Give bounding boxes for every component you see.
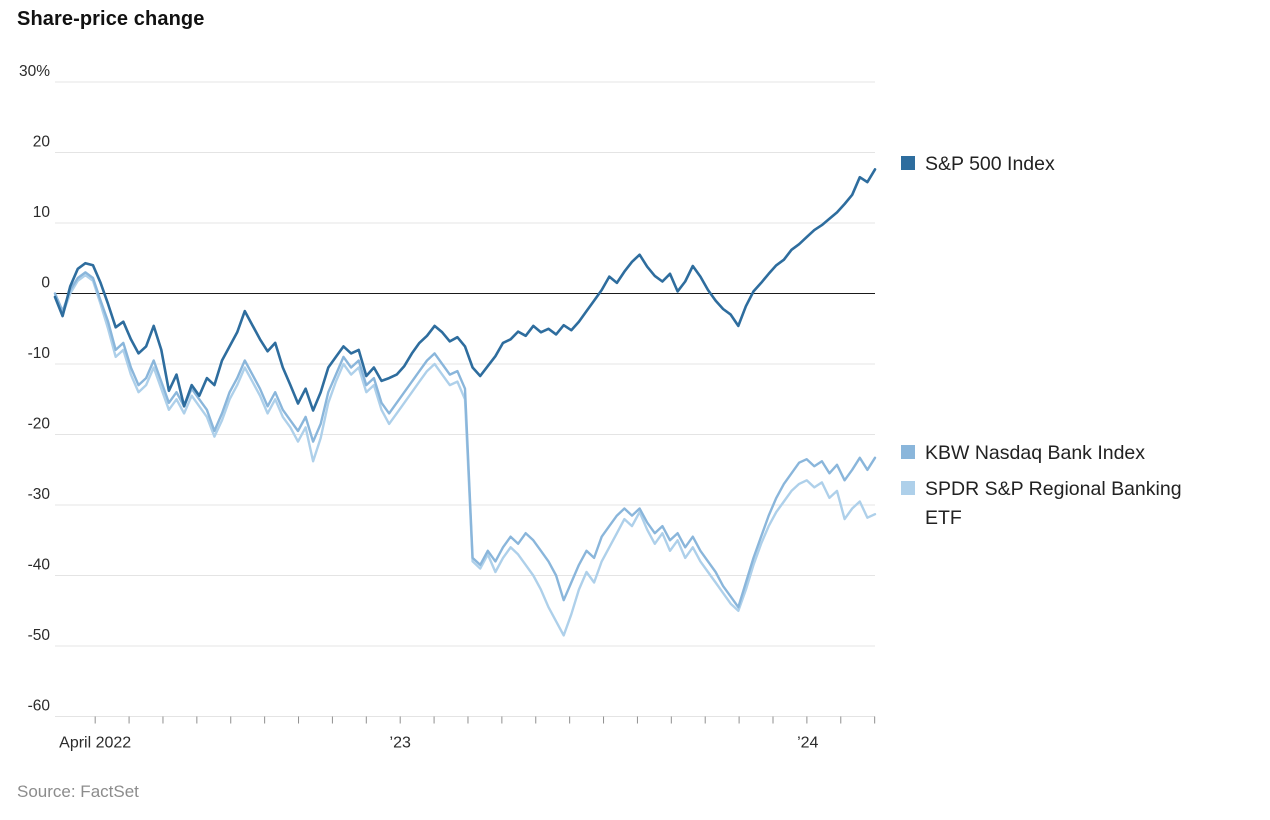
y-axis-label: 20 <box>33 134 51 151</box>
y-axis-label: 30% <box>19 63 50 80</box>
y-axis-label: -60 <box>28 698 51 715</box>
legend-item-kbw: KBW Nasdaq Bank Index <box>901 439 1201 468</box>
y-axis-label: -10 <box>28 345 51 362</box>
legend-swatch-sp500-icon <box>901 156 915 170</box>
source-note: Source: FactSet <box>17 782 139 801</box>
legend-swatch-spdr-icon <box>901 481 915 495</box>
series-line-spdr <box>53 274 877 637</box>
y-axis-label: -30 <box>28 486 51 503</box>
legend-item-spdr: SPDR S&P Regional Banking ETF <box>901 475 1201 534</box>
x-axis-label: ’24 <box>797 735 818 752</box>
x-axis-label: April 2022 <box>59 735 131 752</box>
legend-label-kbw: KBW Nasdaq Bank Index <box>925 442 1146 464</box>
y-axis-label: -50 <box>28 627 51 644</box>
x-axis-label: ’23 <box>390 735 411 752</box>
legend-item-sp500: S&P 500 Index <box>901 150 1161 179</box>
legend-label-spdr: SPDR S&P Regional Banking ETF <box>925 478 1182 530</box>
legend-swatch-kbw-icon <box>901 445 915 459</box>
legend-label-sp500: S&P 500 Index <box>925 153 1055 175</box>
series-line-sp500 <box>53 168 877 412</box>
y-axis-label: -20 <box>28 416 51 433</box>
y-axis-label: 10 <box>33 204 51 221</box>
y-axis-label: 0 <box>41 275 50 292</box>
series-line-kbw <box>53 271 877 609</box>
y-axis-label: -40 <box>28 557 51 574</box>
chart-title: Share-price change <box>17 8 205 30</box>
